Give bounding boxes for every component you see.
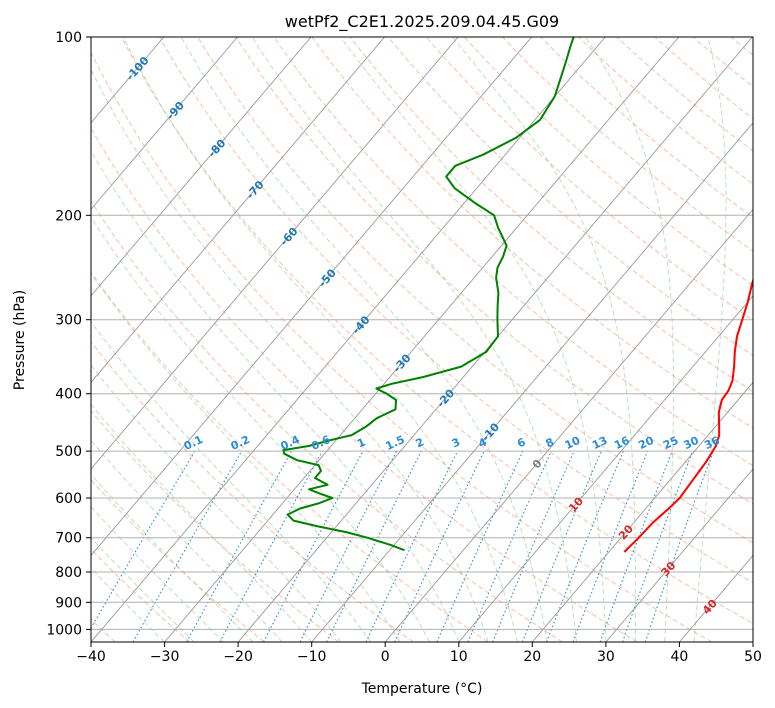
- pressure-gridlines: [91, 37, 753, 630]
- moist-adiabat-line: [91, 68, 489, 642]
- mixing-ratio-line: [622, 450, 694, 642]
- mixing-ratio-label: 20: [636, 434, 656, 452]
- isotherm-line: [531, 381, 753, 642]
- isotherm-line: [91, 37, 385, 384]
- dry-adiabat-line: [235, 37, 753, 505]
- mixing-ratio-line: [186, 450, 293, 642]
- isotherm-line: [311, 122, 753, 642]
- y-tick-label: 100: [55, 30, 82, 46]
- axis-ticks: −40 −30 −20 −10 0 10 20 30 40 50 100 200 300 400 500 60…: [46, 30, 762, 665]
- dry-adiabat-line: [616, 37, 753, 152]
- dry-adiabat-line: [91, 127, 638, 642]
- dry-adiabat-line: [349, 37, 753, 393]
- y-tick-label: 1000: [46, 622, 82, 638]
- x-tick-label: 20: [523, 649, 541, 665]
- moist-adiabat-line: [251, 37, 577, 642]
- moist-adiabat-line: [91, 473, 254, 642]
- temperature-line: [623, 277, 753, 553]
- dry-adiabat-line: [539, 37, 753, 218]
- moist-adiabat-line: [122, 37, 519, 642]
- y-tick-label: 500: [55, 444, 82, 460]
- dry-adiabat-line: [311, 37, 753, 429]
- x-tick-label: 30: [597, 649, 615, 665]
- mixing-ratio-label: 16: [612, 434, 632, 452]
- isotherm-line: [91, 37, 459, 470]
- mixing-ratio-label: 25: [661, 434, 680, 452]
- mixing-ratio-line: [467, 450, 552, 642]
- moist-adiabat-line: [91, 150, 460, 642]
- mixing-ratio-line: [299, 450, 398, 642]
- dry-adiabat-line: [91, 340, 414, 642]
- chart-title: wetPf2_C2E1.2025.209.04.45.G09: [285, 12, 559, 32]
- moist-adiabat-line: [91, 321, 371, 642]
- dry-adiabat-line: [197, 37, 753, 544]
- dry-adiabat-line: [158, 37, 753, 584]
- skewed-isotherms: [91, 37, 753, 642]
- plot-frame: [90, 36, 754, 643]
- isotherm-line: [91, 37, 533, 557]
- y-tick-label: 300: [55, 313, 82, 329]
- mixing-ratio-label: 10: [563, 434, 583, 452]
- moist-adiabat-line: [584, 37, 675, 642]
- dry-adiabat-line: [425, 37, 753, 321]
- mixing-ratio-label: 13: [590, 434, 609, 452]
- x-tick-label: −30: [150, 649, 180, 665]
- moist-adiabat-line: [91, 439, 283, 642]
- isotherm-line: [384, 208, 753, 642]
- dry-adiabat-line: [387, 37, 753, 357]
- isotherm-line: [164, 37, 680, 642]
- x-tick-label: 40: [670, 649, 688, 665]
- x-tick-label: −10: [297, 649, 327, 665]
- y-tick-label: 700: [55, 531, 82, 547]
- moist-adiabat-line: [340, 37, 607, 642]
- moist-adiabat-line: [452, 37, 636, 642]
- mixing-ratio-line: [599, 450, 673, 642]
- isotherm-line: [458, 295, 753, 642]
- mixing-ratio-label: 36: [702, 434, 722, 452]
- y-tick-label: 900: [55, 595, 82, 611]
- dry-adiabat-line: [463, 37, 753, 286]
- isotherm-line: [605, 468, 753, 642]
- dry-adiabat-line: [91, 409, 340, 642]
- moist-adiabat-line: [693, 37, 727, 642]
- moist-adiabat-line: [91, 505, 224, 642]
- mixing-ratio-line: [572, 450, 649, 642]
- x-tick-label: −20: [223, 649, 253, 665]
- x-tick-label: −40: [76, 649, 106, 665]
- x-tick-label: 0: [381, 649, 390, 665]
- mixing-ratio-line: [219, 450, 323, 642]
- mixing-ratio-line: [436, 450, 524, 642]
- mixing-ratio-line: [521, 450, 602, 642]
- moist-adiabat-line: [91, 567, 165, 642]
- dewpoint-line: [282, 37, 575, 552]
- moist-adiabat-line: [91, 364, 342, 642]
- moist-adiabat-line: [91, 272, 401, 642]
- dry-adiabat-line: [273, 37, 753, 467]
- x-tick-label: 10: [450, 649, 468, 665]
- moist-adiabat-line: [91, 537, 195, 642]
- y-tick-label: 400: [55, 387, 82, 403]
- mixing-ratio-line: [546, 450, 624, 642]
- isotherm-line: [91, 37, 238, 211]
- y-tick-label: 800: [55, 565, 82, 581]
- y-tick-label: 200: [55, 208, 82, 224]
- y-axis-label: Pressure (hPa): [12, 290, 28, 390]
- dry-adiabat-line: [91, 479, 265, 642]
- isotherm-line: [91, 37, 312, 297]
- mixing-ratio-line: [326, 450, 422, 642]
- profile-series: [282, 37, 753, 553]
- x-tick-label: 50: [744, 649, 762, 665]
- mixing-ratio-line: [644, 450, 715, 642]
- x-axis-label: Temperature (°C): [361, 681, 483, 697]
- mixing-ratio-label: 30: [682, 434, 702, 452]
- dry-adiabat-line: [501, 37, 753, 252]
- y-tick-label: 600: [55, 491, 82, 507]
- isotherm-line: [91, 37, 606, 642]
- moist-adiabat-line: [91, 216, 430, 642]
